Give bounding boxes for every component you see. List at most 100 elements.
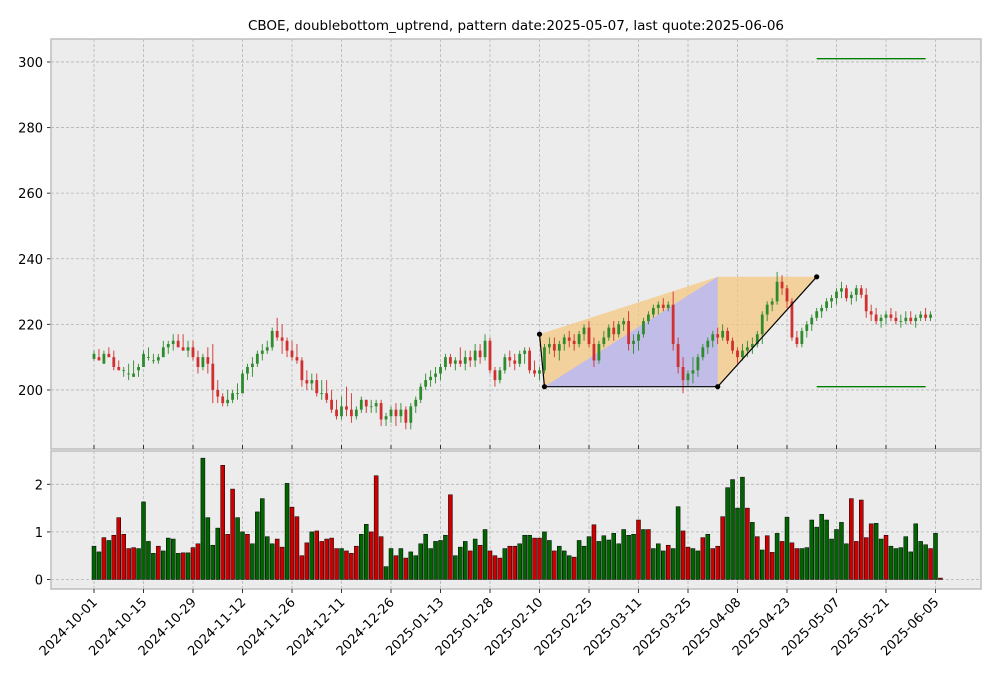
- candle-body: [830, 298, 833, 302]
- volume-bar: [269, 543, 275, 580]
- candle-body: [651, 307, 655, 315]
- candle-body: [414, 399, 418, 407]
- volume-bar: [809, 519, 814, 580]
- volume-bar: [136, 548, 141, 580]
- volume-bar: [670, 548, 676, 580]
- candle-body: [513, 360, 517, 364]
- volume-tick-label: 1: [35, 526, 43, 541]
- volume-bar: [502, 548, 508, 580]
- candle-body: [255, 353, 259, 364]
- volume-bar: [656, 543, 661, 580]
- candle-body: [874, 314, 878, 322]
- candle-body: [176, 340, 180, 348]
- volume-bar: [878, 538, 884, 580]
- candle-body: [498, 370, 502, 381]
- candle-body: [508, 357, 512, 361]
- candle-body: [879, 317, 883, 322]
- candle-body: [404, 409, 408, 423]
- candle-body: [647, 314, 650, 322]
- volume-bar: [304, 542, 310, 580]
- volume-bar: [750, 522, 755, 580]
- pattern-line: [538, 276, 818, 388]
- volume-bar: [839, 522, 844, 580]
- price-tick-label: 300: [18, 56, 43, 71]
- candle-body: [503, 357, 507, 371]
- volume-panel-border: [50, 450, 982, 590]
- volume-panel: 0 1 2: [35, 450, 982, 590]
- candle-body: [409, 406, 413, 423]
- volume-bar: [373, 475, 379, 580]
- volume-bar: [210, 544, 216, 580]
- candle-body: [196, 357, 200, 367]
- volume-bar: [250, 543, 255, 580]
- volume-bar: [814, 526, 819, 580]
- volume-bar: [923, 544, 928, 580]
- candle-body: [562, 337, 566, 345]
- candle-body: [216, 389, 220, 397]
- candle-body: [92, 353, 96, 359]
- volume-bar: [542, 531, 547, 580]
- volume-bar: [651, 548, 656, 580]
- volume-bar: [591, 524, 597, 580]
- volume-bar: [265, 536, 270, 580]
- price-panel: 200 220 240 260 280 300: [18, 38, 982, 450]
- volume-bar: [180, 552, 186, 580]
- volume-bar: [458, 546, 463, 580]
- candle-body: [676, 344, 680, 367]
- candle-body: [171, 340, 175, 345]
- volume-bar: [220, 465, 225, 580]
- volume-bar: [596, 541, 602, 580]
- volume-bar: [388, 548, 394, 580]
- candle-body: [602, 337, 606, 345]
- candle-body: [345, 406, 348, 410]
- volume-bar: [893, 548, 899, 580]
- price-tick-label: 240: [18, 253, 43, 268]
- candle-body: [280, 337, 284, 341]
- volume-bar: [111, 534, 117, 580]
- volume-bar: [794, 548, 800, 580]
- volume-bar: [928, 548, 933, 580]
- volume-bar: [685, 546, 691, 580]
- volume-bar: [438, 540, 443, 580]
- candle-body: [275, 330, 279, 338]
- volume-bar: [156, 545, 161, 580]
- price-plot-area: [51, 39, 981, 449]
- candle-body: [161, 347, 165, 358]
- volume-bar: [403, 557, 409, 580]
- candle-body: [265, 347, 269, 351]
- volume-bar: [101, 537, 107, 580]
- volume-bar: [888, 545, 894, 580]
- volume-bar: [868, 523, 874, 580]
- candle-body: [107, 353, 111, 358]
- volume-bar: [507, 545, 513, 580]
- volume-bar: [760, 549, 765, 580]
- candle-body: [840, 288, 843, 292]
- candle-body: [780, 281, 784, 289]
- candle-body: [354, 409, 358, 417]
- volume-bar: [710, 548, 715, 580]
- volume-bar: [661, 550, 666, 580]
- candle-body: [453, 360, 457, 364]
- candle-body: [236, 393, 239, 395]
- candle-body: [112, 357, 116, 367]
- volume-bar: [131, 547, 136, 580]
- volume-bar: [740, 476, 745, 580]
- pattern-point: [814, 274, 820, 280]
- candle-body: [127, 373, 131, 375]
- candle-body: [137, 367, 140, 371]
- candle-body: [518, 353, 522, 364]
- candle-body: [320, 393, 324, 395]
- candle-body: [617, 324, 621, 335]
- candle-body: [488, 340, 492, 371]
- candle-body: [800, 330, 804, 345]
- candle-body: [919, 314, 923, 318]
- candle-body: [835, 291, 838, 299]
- candle-body: [122, 370, 126, 372]
- volume-bar: [829, 538, 834, 580]
- volume-bar: [690, 548, 696, 580]
- candle-body: [132, 373, 135, 377]
- volume-bar: [903, 536, 909, 580]
- candle-body: [369, 406, 373, 408]
- volume-bar: [235, 517, 240, 580]
- volume-bar: [195, 543, 201, 580]
